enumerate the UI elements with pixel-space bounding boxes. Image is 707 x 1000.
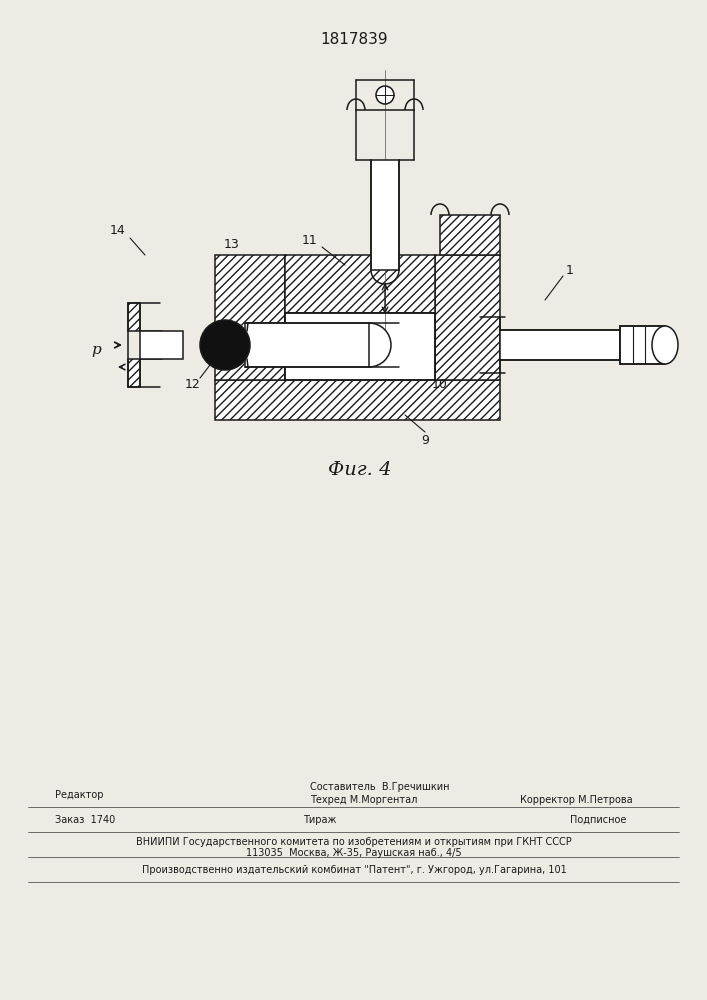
Bar [500, 330, 620, 360]
Bar [371, 160, 399, 270]
Text: 12: 12 [185, 378, 201, 391]
Bar [440, 215, 500, 255]
Text: Фиг. 4: Фиг. 4 [328, 461, 392, 479]
Bar [215, 380, 500, 420]
Text: ВНИИПИ Государственного комитета по изобретениям и открытиям при ГКНТ СССР: ВНИИПИ Государственного комитета по изоб… [136, 837, 572, 847]
Bar [140, 331, 183, 359]
Text: 13: 13 [224, 238, 240, 251]
Bar [620, 326, 665, 364]
Bar [285, 255, 435, 313]
Text: 9: 9 [421, 434, 429, 446]
Text: Редактор: Редактор [55, 790, 103, 800]
Circle shape [200, 320, 250, 370]
Text: Подписное: Подписное [570, 815, 626, 825]
Bar [285, 313, 435, 380]
Text: 14: 14 [110, 224, 126, 236]
Text: 113035  Москва, Ж-35, Раушская наб., 4/5: 113035 Москва, Ж-35, Раушская наб., 4/5 [246, 848, 462, 858]
Bar [128, 359, 140, 387]
Text: Заказ  1740: Заказ 1740 [55, 815, 115, 825]
Ellipse shape [652, 326, 678, 364]
Text: Тираж: Тираж [303, 815, 337, 825]
Bar [435, 255, 500, 380]
Text: p: p [91, 343, 101, 357]
Bar [128, 303, 140, 331]
Text: Составитель  В.Гречишкин: Составитель В.Гречишкин [310, 782, 450, 792]
Text: 1817839: 1817839 [320, 32, 388, 47]
Text: Техред М.Моргентал: Техред М.Моргентал [310, 795, 417, 805]
Text: Производственно издательский комбинат "Патент", г. Ужгород, ул.Гагарина, 101: Производственно издательский комбинат "П… [141, 865, 566, 875]
Text: 10: 10 [432, 378, 448, 391]
Bar [245, 323, 369, 367]
Text: 11: 11 [302, 233, 318, 246]
Bar [215, 255, 285, 380]
Circle shape [376, 86, 394, 104]
Text: 1: 1 [566, 263, 574, 276]
Text: Корректор М.Петрова: Корректор М.Петрова [520, 795, 633, 805]
